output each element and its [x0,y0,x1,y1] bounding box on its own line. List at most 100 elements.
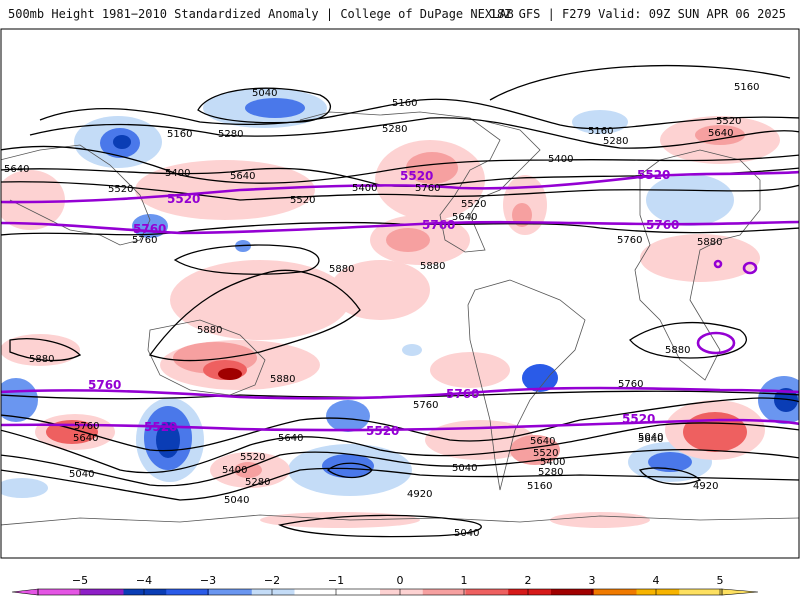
contour-label: 5760 [617,235,642,246]
contour-5880-s [9,338,82,362]
colorbar-tick-label: 1 [461,574,468,587]
anomaly-positive [695,125,745,145]
anomaly-positive [640,234,760,282]
anomaly-positive [512,203,532,227]
colorbar-bin [209,589,253,595]
colorbar-bin [508,589,552,595]
map-title: 500mb Height 1981−2010 Standardized Anom… [8,7,514,21]
contour-label: 5880 [420,261,445,272]
anomaly-negative [402,344,422,356]
model-run-label: 18Z GFS | F279 Valid: 09Z SUN APR 06 202… [489,7,786,21]
anomaly-negative [1,478,48,498]
colorbar-tick-label: −4 [136,574,152,587]
contour-label: 5640 [530,436,555,447]
contour-5640-s [1,397,799,452]
contour-5520-purple-s [1,418,799,432]
contour-label: 5880 [329,264,354,275]
contour-label: 5160 [392,98,417,109]
anomaly-negative [322,454,374,478]
colorbar-bin [380,589,424,595]
anomaly-positive [218,368,242,380]
colorbar-bin [38,589,82,595]
contour-5040-s [278,514,482,538]
colorbar-tick-label: 3 [589,574,596,587]
contour-label: 5880 [697,237,722,248]
header-bar: 500mb Height 1981−2010 Standardized Anom… [0,0,800,28]
contour-label: 5040 [452,463,477,474]
contour-5760-s [1,390,799,400]
contour-label: 5400 [548,154,573,165]
anomaly-positive [510,435,560,465]
anomaly-positive [386,228,430,252]
colorbar-high-cap [721,588,759,596]
anomaly-map: 5040 5160 5160 5160 5160 5280 5280 5280 … [0,28,800,559]
contour-label: 5520 [290,195,315,206]
contour-label-purple: 5760 [133,222,166,236]
coast-north-america [299,111,541,253]
anomaly-positive [430,352,510,388]
colorbar-tick-label: 5 [717,574,724,587]
contour-label: 5040 [454,528,479,539]
colorbar-bin [294,589,338,595]
contour-5400-s [1,449,799,487]
colorbar-bin [422,589,466,595]
contour-5160-ne [489,64,791,101]
anomaly-positive [550,512,650,528]
contour-label: 5640 [73,433,98,444]
anomaly-colorbar: −5 −4 −3 −2 −1 0 1 2 3 4 5 [11,574,759,596]
colorbar-tick-label: −2 [264,574,280,587]
contour-5760-purple-s [1,386,799,400]
contour-label: 5520 [461,199,486,210]
anomaly-positive [683,412,747,452]
colorbar-bin [251,589,295,595]
contour-label-purple: 5760 [446,387,479,401]
contour-label: 5760 [413,400,438,411]
colorbar-tick-label: 0 [397,574,404,587]
contour-label: 5400 [352,183,377,194]
contour-label: 5160 [167,129,192,140]
contour-5520-n [1,181,799,201]
colorbar-tick-label: −1 [328,574,344,587]
contour-label-purple: 5520 [144,420,177,434]
contour-5880-sp [148,269,361,362]
colorbar-tick-label: −3 [200,574,216,587]
contour-label-purple: 5520 [167,192,200,206]
coast-antarctica [1,514,799,526]
contour-5520-s [1,422,799,474]
contour-label: 5520 [533,448,558,459]
anomaly-positive [406,152,458,184]
contour-label-purple: 5520 [622,412,655,426]
contour-5040-n [197,87,332,124]
colorbar-bin [679,589,723,595]
anomaly-positive [1,170,65,230]
contour-label-purple: 5520 [637,168,670,182]
anomaly-negative [522,364,558,392]
contour-5880-np [173,244,320,275]
colorbar-tick-label: −5 [72,574,88,587]
contour-label: 5520 [240,452,265,463]
contour-label-purple: 5760 [646,218,679,232]
contour-label-purple: 5760 [422,218,455,232]
contour-label: 5280 [538,467,563,478]
colorbar-bin [593,589,637,595]
contour-label: 5880 [197,325,222,336]
contour-label: 5760 [415,183,440,194]
contour-label: 5640 [452,212,477,223]
anomaly-negative [648,452,692,472]
colorbar-frame [37,588,723,596]
contour-label: 5640 [278,433,303,444]
colorbar-tick-label: 4 [653,574,660,587]
contour-5400-n [1,145,799,184]
contour-purple-sahara [742,261,758,275]
anomaly-positive [425,420,535,460]
contour-label: 4920 [693,481,718,492]
contour-label: 5760 [618,379,643,390]
contour-label: 5040 [638,432,663,443]
contour-label: 5160 [588,126,613,137]
anomaly-negative [646,174,734,226]
colorbar-bin [80,589,124,595]
anomaly-positive [330,260,430,320]
contour-label: 5280 [382,124,407,135]
contour-label: 5160 [527,481,552,492]
colorbar-ticks: −5 −4 −3 −2 −1 0 1 2 3 4 5 [72,574,724,595]
